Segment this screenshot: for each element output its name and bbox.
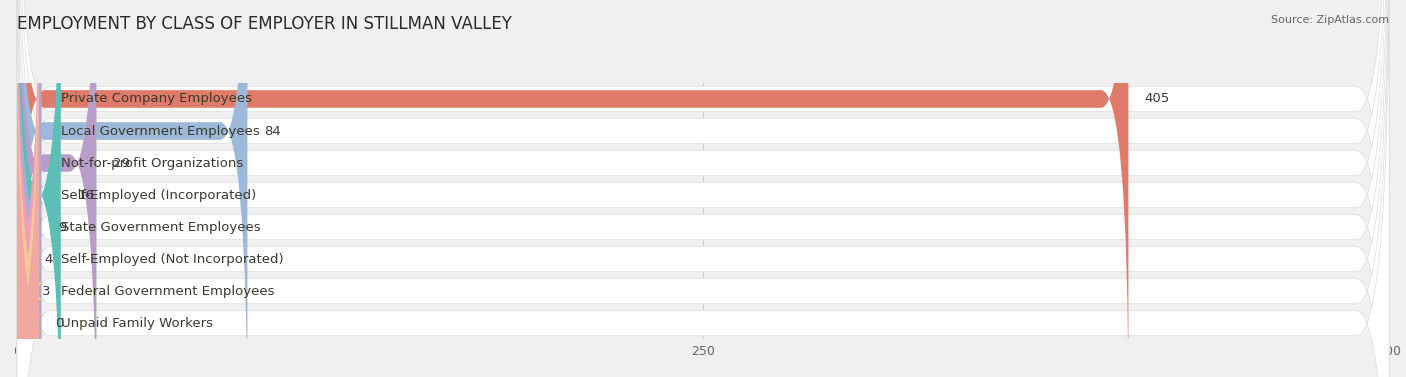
FancyBboxPatch shape — [17, 0, 1389, 377]
Text: Private Company Employees: Private Company Employees — [60, 92, 252, 106]
FancyBboxPatch shape — [17, 0, 97, 377]
FancyBboxPatch shape — [17, 0, 247, 377]
Text: Federal Government Employees: Federal Government Employees — [60, 285, 274, 298]
Text: Local Government Employees: Local Government Employees — [60, 124, 260, 138]
FancyBboxPatch shape — [17, 0, 1389, 377]
FancyBboxPatch shape — [17, 0, 1389, 377]
Text: 29: 29 — [112, 156, 129, 170]
FancyBboxPatch shape — [17, 0, 60, 377]
FancyBboxPatch shape — [17, 0, 1389, 377]
Text: Source: ZipAtlas.com: Source: ZipAtlas.com — [1271, 15, 1389, 25]
Text: State Government Employees: State Government Employees — [60, 221, 260, 234]
Text: 3: 3 — [42, 285, 51, 298]
Text: 16: 16 — [77, 188, 94, 202]
Text: EMPLOYMENT BY CLASS OF EMPLOYER IN STILLMAN VALLEY: EMPLOYMENT BY CLASS OF EMPLOYER IN STILL… — [17, 15, 512, 33]
Text: 405: 405 — [1144, 92, 1170, 106]
FancyBboxPatch shape — [11, 0, 45, 377]
Text: Not-for-profit Organizations: Not-for-profit Organizations — [60, 156, 243, 170]
FancyBboxPatch shape — [17, 0, 1129, 377]
FancyBboxPatch shape — [17, 0, 1389, 377]
FancyBboxPatch shape — [11, 0, 45, 377]
Text: Self-Employed (Incorporated): Self-Employed (Incorporated) — [60, 188, 256, 202]
FancyBboxPatch shape — [17, 0, 1389, 377]
Text: 9: 9 — [58, 221, 66, 234]
Text: 4: 4 — [45, 253, 52, 266]
FancyBboxPatch shape — [14, 0, 45, 377]
FancyBboxPatch shape — [11, 12, 45, 377]
FancyBboxPatch shape — [17, 0, 1389, 377]
Text: Self-Employed (Not Incorporated): Self-Employed (Not Incorporated) — [60, 253, 284, 266]
Text: 84: 84 — [264, 124, 281, 138]
Text: 0: 0 — [55, 317, 63, 330]
Text: Unpaid Family Workers: Unpaid Family Workers — [60, 317, 212, 330]
FancyBboxPatch shape — [17, 0, 1389, 377]
